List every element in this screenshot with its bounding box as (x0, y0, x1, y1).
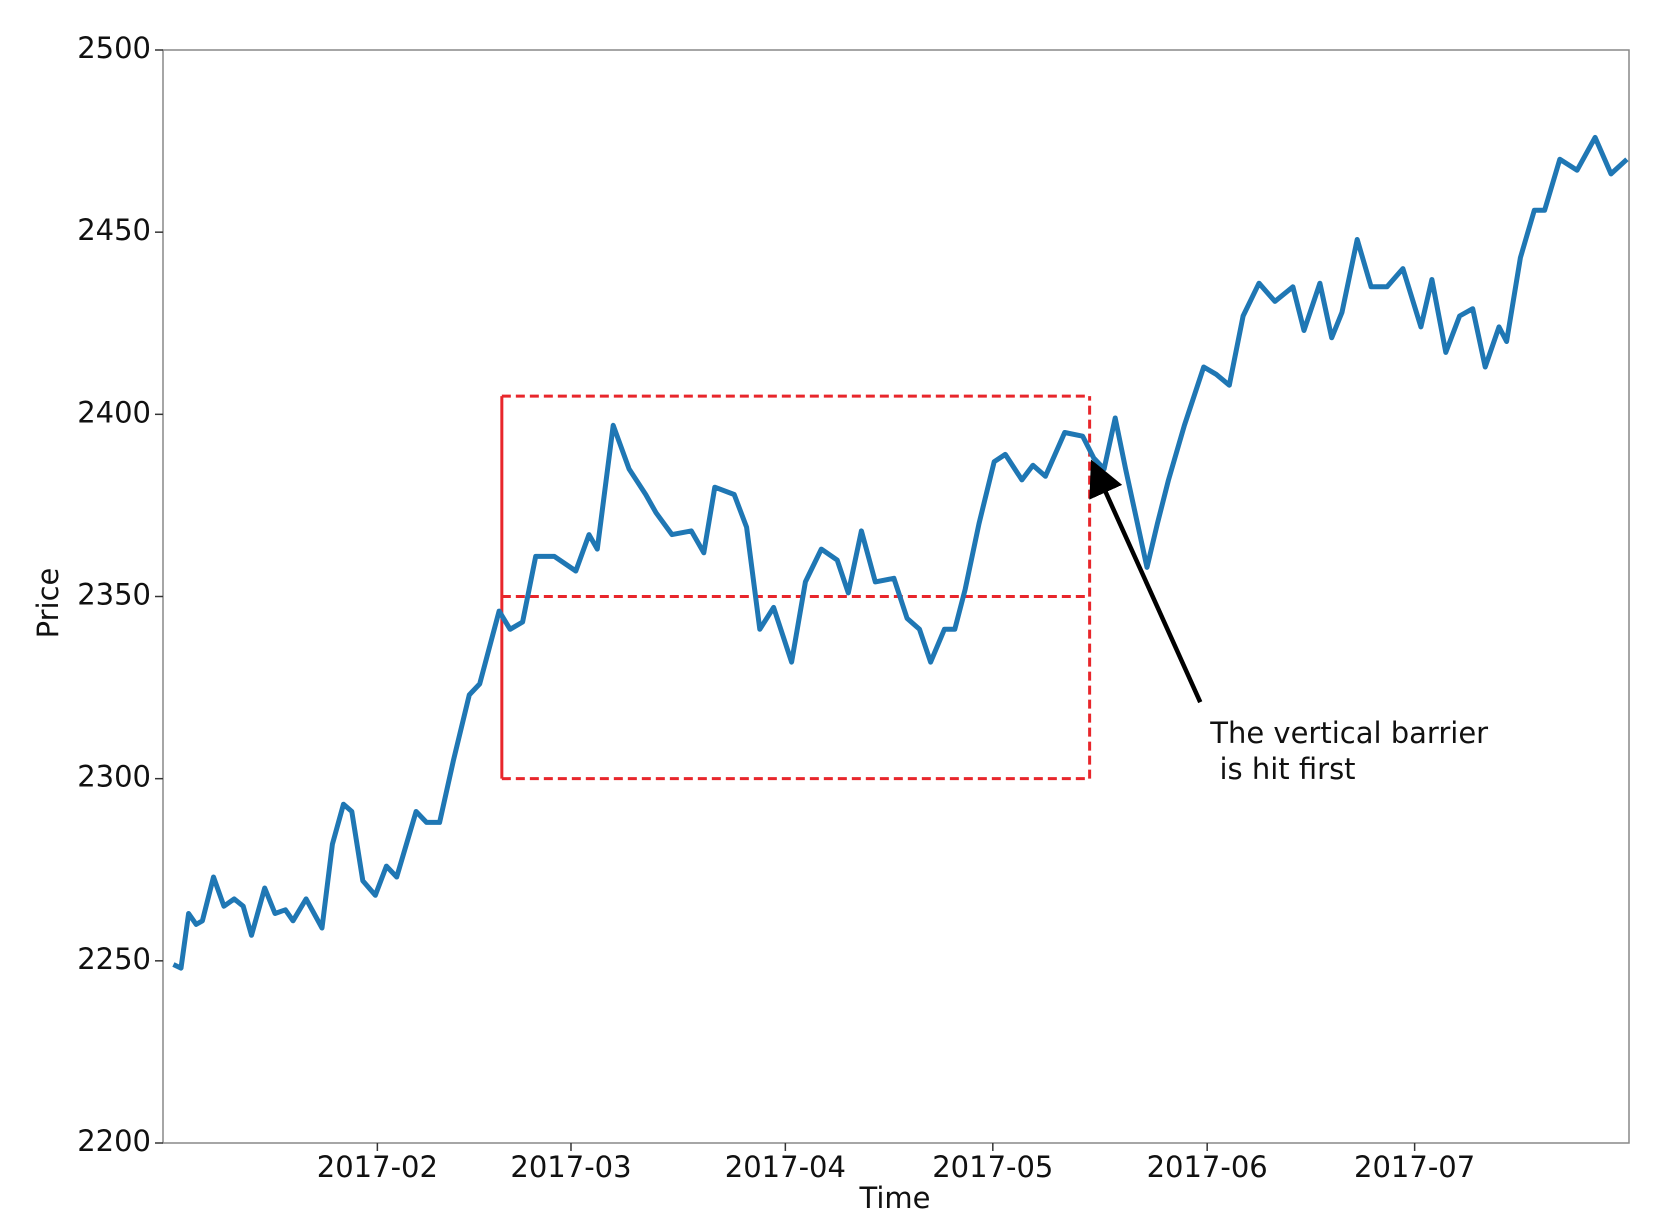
y-tick-label: 2300 (77, 760, 151, 794)
annotation-text: The vertical barrier (1209, 716, 1488, 750)
x-tick-label: 2017-03 (510, 1150, 631, 1184)
y-tick-label: 2400 (77, 395, 151, 429)
y-tick-label: 2450 (77, 213, 151, 247)
y-tick-label: 2250 (77, 942, 151, 976)
x-tick-label: 2017-02 (317, 1150, 438, 1184)
x-tick-label: 2017-04 (725, 1150, 846, 1184)
x-tick-label: 2017-06 (1147, 1150, 1268, 1184)
annotation-arrow (1089, 459, 1203, 704)
x-axis-label: Time (859, 1181, 931, 1215)
price-line (172, 134, 1629, 971)
x-tick-label: 2017-07 (1354, 1150, 1475, 1184)
annotation-text: is hit first (1210, 752, 1355, 786)
y-tick-label: 2500 (77, 31, 151, 65)
x-tick-label: 2017-05 (932, 1150, 1053, 1184)
y-tick-label: 2200 (77, 1124, 151, 1158)
y-axis-label: Price (31, 568, 65, 639)
y-tick-label: 2350 (77, 578, 151, 612)
